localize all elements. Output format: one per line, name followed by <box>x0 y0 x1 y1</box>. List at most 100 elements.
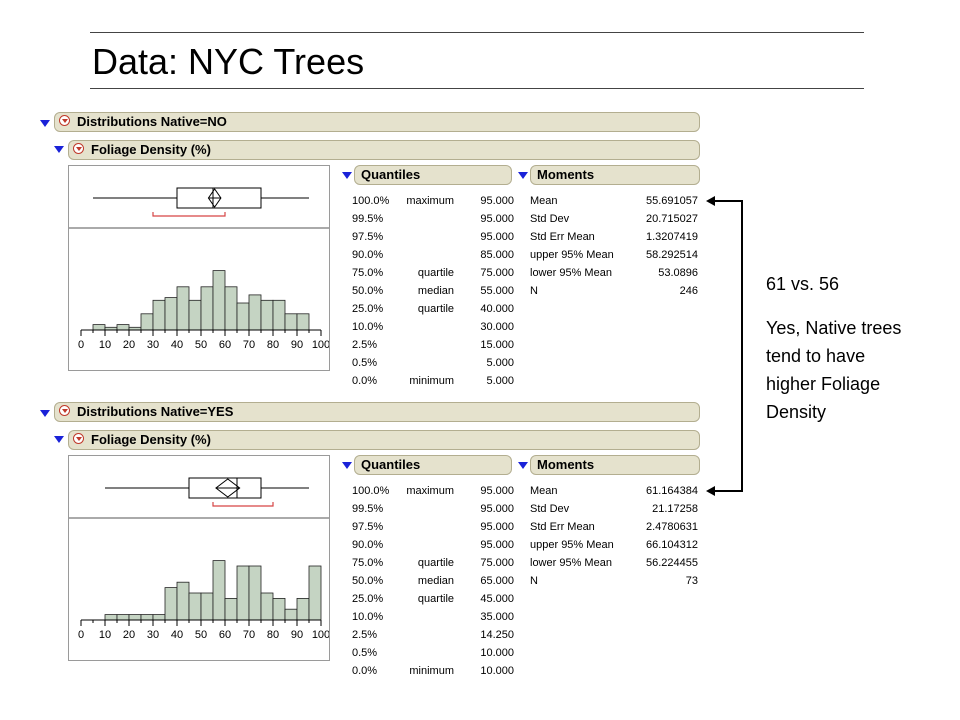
moments-table: Mean 55.691057 Std Dev 20.715027 Std Err Mea… <box>530 192 700 302</box>
x-tick-label: 70 <box>243 629 255 641</box>
distributions-title: Distributions Native=NO <box>77 114 227 129</box>
histogram-bar <box>212 560 226 621</box>
red-triangle-menu-icon[interactable] <box>73 143 84 154</box>
histogram-panel: 0 10 20 30 40 50 60 70 80 90 100 <box>68 455 330 661</box>
red-triangle-menu-icon[interactable] <box>59 115 70 126</box>
x-tick-label: 80 <box>267 629 279 641</box>
quantile-value: 85.000 <box>480 249 514 261</box>
moment-value: 53.0896 <box>658 267 698 279</box>
disclosure-triangle-icon[interactable] <box>342 172 352 179</box>
red-triangle-menu-icon[interactable] <box>73 433 84 444</box>
comparison-note: 61 vs. 56 <box>766 274 840 294</box>
quantiles-title: Quantiles <box>361 167 421 182</box>
quantile-label: quartile <box>417 303 454 315</box>
quantile-row: 100.0% maximum 95.000 <box>352 192 514 210</box>
quantiles-header[interactable]: Quantiles <box>354 165 512 185</box>
quantile-row: 75.0% quartile 75.000 <box>352 554 514 572</box>
quantile-percent: 100.0% <box>352 485 390 497</box>
disclosure-triangle-icon[interactable] <box>518 462 528 469</box>
disclosure-triangle-icon[interactable] <box>518 172 528 179</box>
histogram-bar <box>284 608 298 621</box>
moment-label: Std Err Mean <box>530 521 595 533</box>
histogram-bar <box>116 614 130 621</box>
quantile-percent: 0.0% <box>352 375 378 387</box>
quantile-row: 75.0% quartile 75.000 <box>352 264 514 282</box>
arrowhead-icon <box>706 486 715 496</box>
x-tick-label: 30 <box>147 629 159 641</box>
moments-title: Moments <box>537 457 595 472</box>
moments-header[interactable]: Moments <box>530 165 700 185</box>
quantiles-header[interactable]: Quantiles <box>354 455 512 475</box>
variable-header[interactable]: Foliage Density (%) <box>68 140 700 160</box>
quantile-percent: 50.0% <box>352 285 384 297</box>
histogram-bar <box>236 302 250 331</box>
x-tick-label: 90 <box>291 629 303 641</box>
moment-value: 20.715027 <box>646 213 698 225</box>
quantile-value: 95.000 <box>480 231 514 243</box>
quantile-label: minimum <box>409 375 454 387</box>
quantile-percent: 97.5% <box>352 231 384 243</box>
quantile-label: median <box>417 285 454 297</box>
histogram-bar <box>272 299 286 331</box>
title-rule-bottom <box>90 88 864 89</box>
mean-comparison-connector <box>706 196 743 496</box>
quantile-value: 45.000 <box>480 593 514 605</box>
histogram-bar <box>176 286 190 331</box>
moment-label: Std Dev <box>530 503 570 515</box>
x-tick-label: 40 <box>171 629 183 641</box>
quantile-percent: 0.5% <box>352 357 378 369</box>
quantile-percent: 2.5% <box>352 339 378 351</box>
quantile-value: 95.000 <box>480 539 514 551</box>
disclosure-triangle-icon[interactable] <box>342 462 352 469</box>
histogram-bar <box>188 299 202 331</box>
moment-row: Std Dev 20.715027 <box>530 210 700 228</box>
x-tick-label: 20 <box>123 339 135 351</box>
moment-label: lower 95% Mean <box>530 557 612 569</box>
moment-value: 1.3207419 <box>646 231 698 243</box>
quantile-value: 14.250 <box>480 629 514 641</box>
quantile-row: 90.0% 85.000 <box>352 246 514 264</box>
moment-label: Std Dev <box>530 213 570 225</box>
variable-title: Foliage Density (%) <box>91 142 211 157</box>
histogram-bar <box>128 614 142 621</box>
histogram-panel: 0 10 20 30 40 50 60 70 80 90 100 <box>68 165 330 371</box>
quantile-row: 25.0% quartile 45.000 <box>352 590 514 608</box>
quantile-value: 95.000 <box>480 503 514 515</box>
moment-row: N 246 <box>530 282 700 300</box>
disclosure-triangle-icon[interactable] <box>40 120 50 127</box>
quantile-row: 10.0% 35.000 <box>352 608 514 626</box>
disclosure-triangle-icon[interactable] <box>54 436 64 443</box>
moment-row: Std Err Mean 1.3207419 <box>530 228 700 246</box>
quantile-percent: 0.0% <box>352 665 378 677</box>
variable-header[interactable]: Foliage Density (%) <box>68 430 700 450</box>
slide-title: Data: NYC Trees <box>92 41 365 82</box>
x-tick-label: 60 <box>219 629 231 641</box>
x-tick-label: 10 <box>99 629 111 641</box>
quantile-percent: 99.5% <box>352 213 384 225</box>
disclosure-triangle-icon[interactable] <box>40 410 50 417</box>
x-tick-label: 60 <box>219 339 231 351</box>
disclosure-triangle-icon[interactable] <box>54 146 64 153</box>
moment-row: N 73 <box>530 572 700 590</box>
distributions-header[interactable]: Distributions Native=YES <box>54 402 700 422</box>
quantile-percent: 75.0% <box>352 267 384 279</box>
quantile-row: 50.0% median 55.000 <box>352 282 514 300</box>
histogram-chart: 0 10 20 30 40 50 60 70 80 90 100 <box>69 477 330 641</box>
moments-header[interactable]: Moments <box>530 455 700 475</box>
quantile-percent: 100.0% <box>352 195 390 207</box>
distributions-header[interactable]: Distributions Native=NO <box>54 112 700 132</box>
histogram-bar <box>140 614 154 621</box>
quantile-label: median <box>417 575 454 587</box>
moment-value: 73 <box>685 575 698 587</box>
red-triangle-menu-icon[interactable] <box>59 405 70 416</box>
moment-label: Mean <box>530 195 558 207</box>
moment-value: 2.4780631 <box>646 521 698 533</box>
histogram-bar <box>284 313 298 331</box>
histogram-bar <box>248 294 262 331</box>
quantile-label: quartile <box>417 557 454 569</box>
quantile-label: maximum <box>406 485 454 497</box>
quantile-value: 30.000 <box>480 321 514 333</box>
quantile-value: 75.000 <box>480 267 514 279</box>
quantile-value: 95.000 <box>480 195 514 207</box>
quantile-value: 40.000 <box>480 303 514 315</box>
